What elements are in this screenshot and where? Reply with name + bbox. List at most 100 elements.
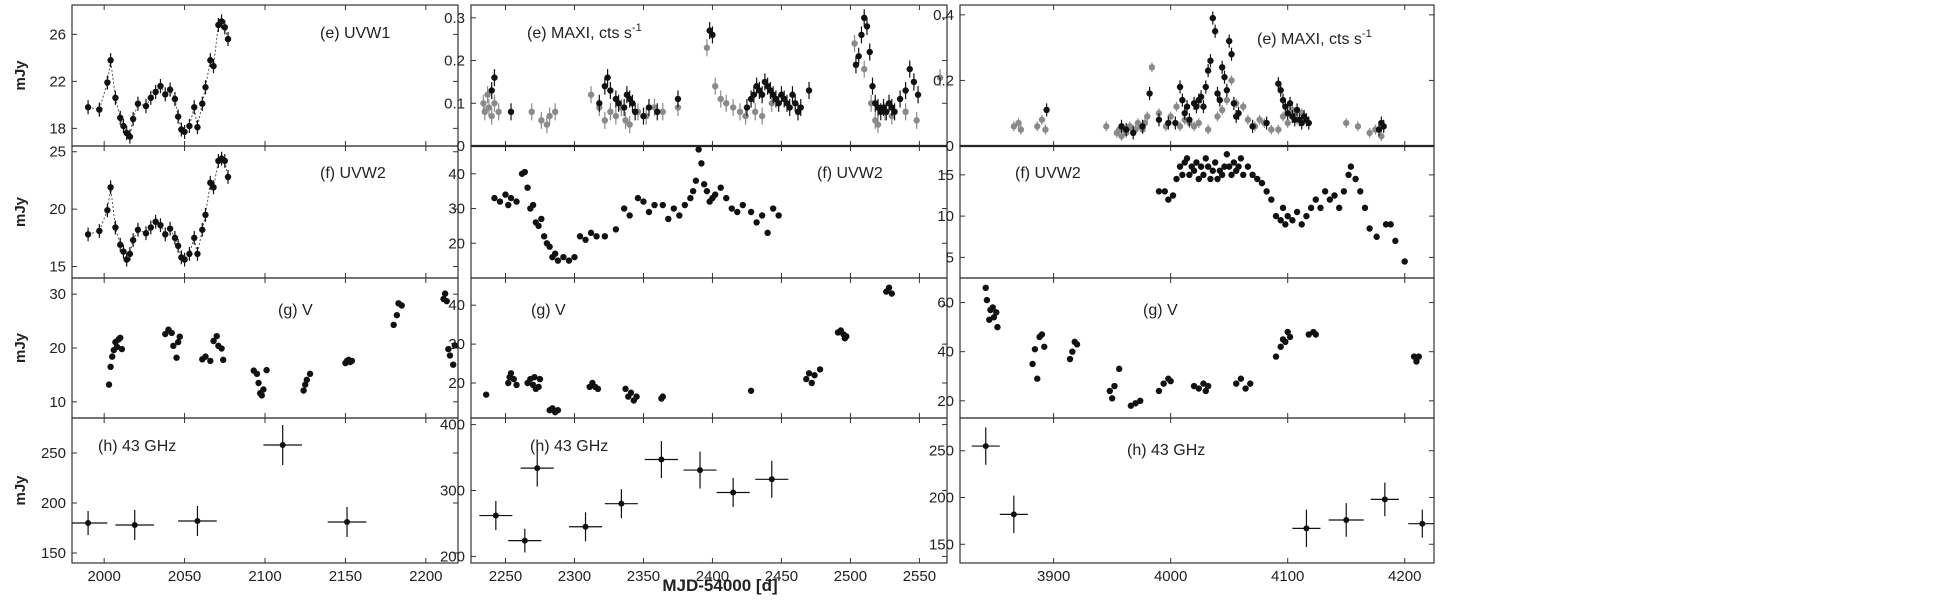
y-tick-label: 400 bbox=[440, 417, 465, 434]
data-point bbox=[1230, 100, 1238, 107]
data-point bbox=[1247, 380, 1254, 387]
data-point bbox=[698, 160, 705, 167]
data-point bbox=[120, 248, 127, 255]
x-tick-label: 2150 bbox=[329, 568, 362, 585]
y-tick-label: 0 bbox=[946, 138, 954, 155]
data-point bbox=[1202, 155, 1209, 162]
y-axis-title: mJy bbox=[12, 475, 29, 506]
panel-label: (g) V bbox=[1143, 302, 1178, 319]
panel-label: (f) UVW2 bbox=[320, 165, 386, 182]
panel-label-text: (g) V bbox=[531, 302, 566, 319]
panel-2-0: 0 0.2 0.4 (e) MAXI, cts s-1 bbox=[933, 4, 1435, 155]
data-point bbox=[1279, 96, 1287, 104]
data-point bbox=[747, 387, 755, 394]
data-point bbox=[769, 205, 777, 212]
panel-label: (h) 43 GHz bbox=[1127, 442, 1205, 459]
data-point bbox=[168, 329, 175, 337]
y-tick-label: 200 bbox=[41, 495, 66, 512]
data-point bbox=[1207, 57, 1214, 64]
data-point bbox=[736, 108, 744, 116]
data-point bbox=[1298, 119, 1305, 127]
data-point bbox=[993, 309, 1000, 316]
data-point bbox=[1305, 119, 1312, 127]
data-point bbox=[752, 108, 759, 116]
data-point bbox=[118, 345, 126, 353]
data-point bbox=[1275, 126, 1282, 133]
data-point bbox=[1066, 355, 1074, 363]
data-point bbox=[142, 102, 150, 110]
x-tick-label: 2350 bbox=[627, 568, 660, 585]
data-point bbox=[390, 321, 397, 329]
y-tick-label: 200 bbox=[440, 548, 465, 565]
data-point bbox=[263, 366, 270, 374]
data-point bbox=[989, 304, 996, 311]
data-point bbox=[1357, 188, 1364, 195]
y-tick-label: 0.1 bbox=[444, 95, 465, 112]
data-point bbox=[446, 352, 454, 359]
data-point bbox=[535, 222, 542, 230]
data-point bbox=[1242, 385, 1249, 392]
data-point bbox=[1195, 119, 1202, 127]
panel-frame bbox=[959, 417, 1435, 564]
data-point bbox=[640, 198, 647, 205]
data-point bbox=[582, 523, 589, 530]
data-point bbox=[1167, 377, 1174, 385]
data-point bbox=[658, 456, 665, 463]
data-point bbox=[816, 366, 824, 373]
y-tick-label: 15 bbox=[49, 259, 66, 276]
data-point bbox=[129, 236, 137, 244]
data-point bbox=[1291, 116, 1298, 123]
x-tick-label: 3900 bbox=[1037, 568, 1070, 585]
data-point bbox=[495, 108, 502, 116]
data-point bbox=[775, 212, 782, 219]
data-point bbox=[700, 181, 708, 188]
data-point bbox=[1230, 159, 1238, 166]
y-tick-label: 20 bbox=[448, 235, 465, 252]
panel-label-text: (h) 43 GHz bbox=[530, 438, 608, 455]
data-point bbox=[712, 82, 719, 90]
data-point bbox=[612, 226, 620, 233]
data-point bbox=[126, 133, 134, 140]
data-point bbox=[1207, 175, 1214, 183]
panel-label: (h) 43 GHz bbox=[98, 438, 176, 455]
panel-label-text: (g) V bbox=[1143, 302, 1178, 319]
data-point bbox=[1041, 343, 1048, 350]
data-point bbox=[659, 393, 666, 400]
data-point bbox=[1228, 50, 1235, 58]
y-tick-label: 40 bbox=[448, 297, 465, 314]
data-point bbox=[1221, 163, 1228, 170]
data-point bbox=[1108, 395, 1116, 402]
data-point bbox=[507, 108, 515, 116]
data-point bbox=[202, 211, 209, 219]
data-point bbox=[1382, 221, 1390, 228]
data-point bbox=[758, 91, 766, 98]
data-point bbox=[540, 233, 548, 240]
data-point bbox=[480, 100, 487, 107]
data-point bbox=[1277, 217, 1284, 224]
data-point bbox=[534, 465, 541, 472]
panel-frame bbox=[959, 277, 1435, 419]
x-tick-label: 2550 bbox=[903, 568, 936, 585]
series-group bbox=[84, 14, 232, 144]
data-point bbox=[729, 104, 737, 111]
panel-frame bbox=[71, 4, 459, 147]
data-point bbox=[582, 236, 589, 243]
data-point bbox=[1186, 171, 1193, 179]
data-point bbox=[750, 91, 758, 98]
data-point bbox=[1352, 175, 1359, 183]
data-point bbox=[709, 31, 716, 39]
data-point bbox=[173, 354, 180, 361]
y-tick-label: 0.4 bbox=[933, 7, 954, 24]
data-point bbox=[441, 290, 449, 297]
data-point bbox=[1017, 126, 1025, 133]
data-point bbox=[1307, 204, 1315, 212]
data-point bbox=[1190, 123, 1198, 130]
y-tick-label: 15 bbox=[937, 167, 954, 184]
data-point bbox=[855, 53, 862, 60]
data-point bbox=[104, 207, 111, 214]
data-point bbox=[703, 187, 711, 195]
panel-label-superscript: -1 bbox=[632, 22, 642, 34]
data-point bbox=[482, 391, 490, 398]
data-point bbox=[528, 108, 535, 116]
data-point bbox=[393, 311, 401, 319]
